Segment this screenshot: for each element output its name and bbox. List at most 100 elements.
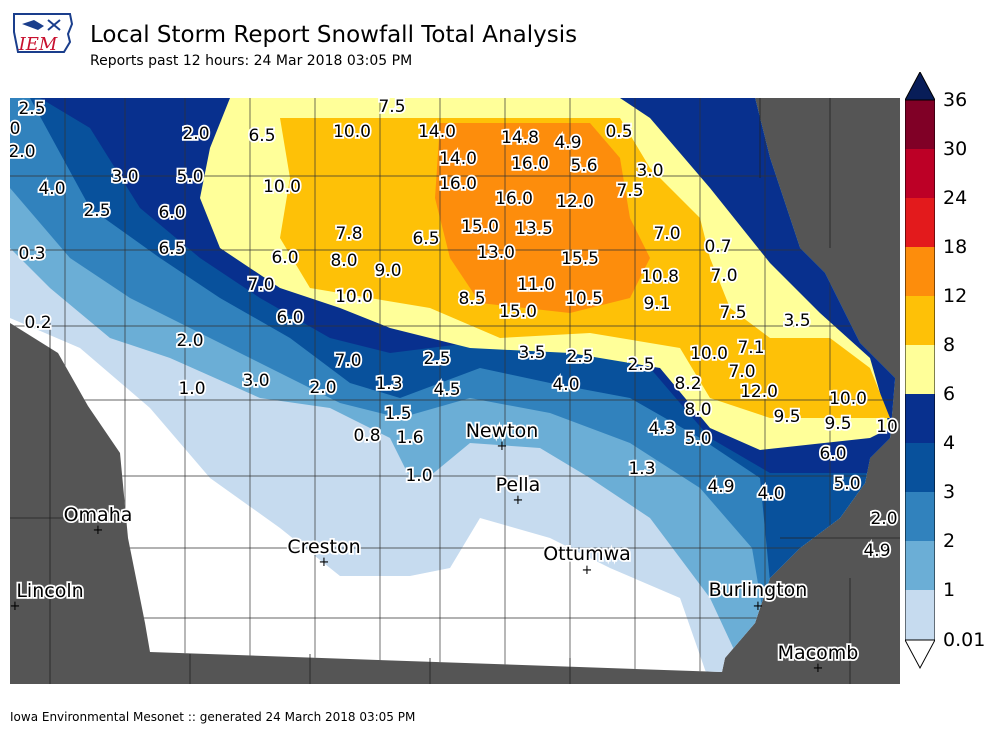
snowfall-report-value: 16.0 — [511, 154, 549, 174]
map-subtitle: Reports past 12 hours: 24 Mar 2018 03:05… — [90, 53, 413, 69]
snowfall-report-value: 6.0 — [158, 203, 185, 223]
snowfall-report-value: 7.0 — [247, 275, 274, 295]
snowfall-report-value: 2.0 — [10, 142, 36, 162]
snowfall-report-value: 14.8 — [501, 128, 539, 148]
snowfall-report-value: 4.0 — [38, 179, 65, 199]
county-grid — [10, 98, 895, 672]
colorbar-tick-label: 36 — [943, 89, 968, 111]
colorbar-bin-2 — [905, 492, 935, 541]
snowfall-report-value: 8.2 — [674, 374, 701, 394]
snowfall-report-value: 4.0 — [552, 375, 579, 395]
snowfall-reports: 2.5 7.5 0 2.0 2.0 6.5 10.0 14.0 14.8 4.9 0.5 14.0 16… — [7, 95, 900, 563]
colorbar-bin-8 — [905, 296, 935, 345]
snowfall-report-value: 10.0 — [690, 344, 728, 364]
footer-credit: Iowa Environmental Mesonet :: generated … — [10, 710, 416, 724]
snowfall-report-value: 11.0 — [517, 275, 555, 295]
snowfall-report-value: 8.0 — [684, 400, 711, 420]
snowfall-report-value: 4.0 — [757, 484, 784, 504]
snowfall-report-value: 7.0 — [710, 266, 737, 286]
snowfall-report-value: 7.8 — [335, 224, 362, 244]
snowfall-report-value: 4.9 — [554, 133, 581, 153]
city-marker: + — [813, 661, 824, 676]
city-marker: + — [319, 555, 330, 570]
colorbar-bin-4 — [905, 394, 935, 443]
city-marker: + — [753, 599, 764, 614]
snowfall-report-value: 7.5 — [719, 303, 746, 323]
snowfall-report-value: 0.2 — [24, 313, 51, 333]
city-marker: + — [513, 493, 524, 508]
city-label: Pella — [496, 474, 541, 496]
snowfall-report-value: 7.0 — [334, 351, 361, 371]
snowfall-report-value: 1.0 — [405, 466, 432, 486]
colorbar-tick-label: 8 — [943, 334, 956, 356]
snowfall-report-value: 7.5 — [378, 98, 405, 117]
colorbar-top-arrow — [904, 70, 936, 101]
colorbar-tick-label: 30 — [943, 138, 968, 160]
city-label: Omaha — [64, 504, 133, 526]
snowfall-report-value: 13.5 — [515, 219, 553, 239]
colorbar-bin-1 — [905, 541, 935, 590]
snowfall-report-value: 12.0 — [556, 192, 594, 212]
snowfall-report-value: 6.0 — [819, 444, 846, 464]
snowfall-report-value: 16.0 — [495, 189, 533, 209]
snowfall-report-value: 2.0 — [182, 124, 209, 144]
colorbar-bin-0-01 — [905, 590, 935, 640]
snowfall-report-value: 3.5 — [518, 343, 545, 363]
snowfall-report-value: 0.5 — [605, 122, 632, 142]
snowfall-report-value: 0.3 — [18, 244, 45, 264]
snowfall-report-value: 4.9 — [863, 541, 890, 561]
snowfall-report-value: 2.0 — [176, 331, 203, 351]
city-label: Newton — [466, 420, 539, 442]
snowfall-report-value: 15.0 — [461, 217, 499, 237]
colorbar-tick-label: 12 — [943, 285, 968, 307]
snowfall-report-value: 1.6 — [396, 428, 423, 448]
snowfall-report-value: 6.0 — [271, 248, 298, 268]
city-label: Macomb — [778, 642, 859, 664]
colorbar-tick-label: 4 — [943, 432, 956, 454]
snowfall-report-value: 2.5 — [627, 355, 654, 375]
colorbar-tick-label: 18 — [943, 236, 968, 258]
snowfall-report-value: 1.0 — [178, 379, 205, 399]
colorbar-tick-label: 0.01 — [943, 629, 986, 651]
snowfall-report-value: 2.5 — [18, 99, 45, 119]
snowfall-report-value: 5.0 — [176, 167, 203, 187]
snowfall-report-value: 1.5 — [384, 404, 411, 424]
snowfall-map: 2.5 7.5 0 2.0 2.0 6.5 10.0 14.0 14.8 4.9 0.5 14.0 16… — [7, 95, 900, 684]
city-label: Burlington — [709, 579, 808, 601]
colorbar-bin-30 — [905, 100, 935, 149]
snowfall-report-value: 4.9 — [707, 477, 734, 497]
snowfall-report-value: 14.0 — [439, 149, 477, 169]
city-marker: + — [93, 523, 104, 538]
colorbar-tick-label: 2 — [943, 530, 956, 552]
logo-text: IEM — [18, 34, 58, 55]
colorbar-tick-label: 6 — [943, 383, 956, 405]
snowfall-report-value: 3.0 — [242, 371, 269, 391]
snowfall-report-value: 4.5 — [433, 380, 460, 400]
snowfall-report-value: 15.0 — [499, 302, 537, 322]
snowfall-report-value: 3.5 — [783, 311, 810, 331]
snowfall-report-value: 2.0 — [309, 378, 336, 398]
snowfall-report-value: 4.3 — [648, 419, 675, 439]
snowfall-report-value: 2.5 — [423, 349, 450, 369]
contour-12 — [435, 123, 650, 313]
city-labels: +Omaha+Lincoln+Creston+Newton+Pella+Ottu… — [10, 418, 861, 676]
snowfall-report-value: 5.0 — [684, 429, 711, 449]
colorbar-bin-6 — [905, 345, 935, 394]
snowfall-report-value: 5.6 — [570, 156, 597, 176]
snowfall-report-value: 9.5 — [824, 414, 851, 434]
snowfall-report-value: 7.0 — [728, 362, 755, 382]
snowfall-report-value: 12.0 — [740, 382, 778, 402]
iem-logo: IEM — [8, 8, 78, 68]
snowfall-report-value: 8.5 — [458, 289, 485, 309]
colorbar-tick-label: 3 — [943, 481, 956, 503]
snowfall-report-value: 0.8 — [353, 426, 380, 446]
snowfall-report-value: 7.0 — [653, 224, 680, 244]
snowfall-report-value: 6.5 — [248, 126, 275, 146]
colorbar — [904, 70, 936, 672]
snowfall-report-value: 6.5 — [158, 239, 185, 259]
colorbar-tick-label: 24 — [943, 187, 968, 209]
snowfall-report-value: 0.7 — [704, 237, 731, 257]
snowfall-report-value: 2.5 — [566, 347, 593, 367]
snowfall-report-value: 7.1 — [737, 338, 764, 358]
colorbar-bin-12 — [905, 247, 935, 296]
